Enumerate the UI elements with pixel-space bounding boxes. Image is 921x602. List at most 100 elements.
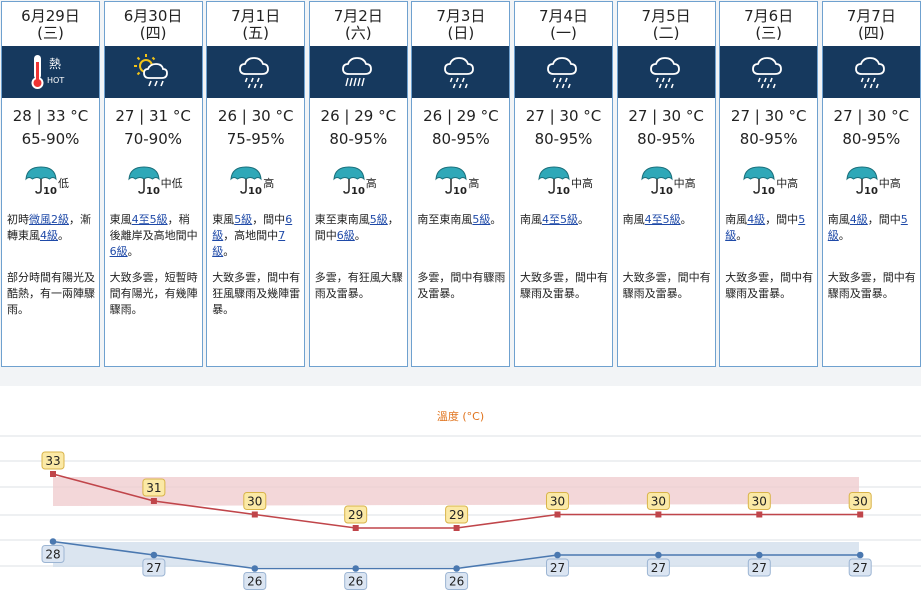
min-temp-point — [756, 551, 763, 559]
weather-icon-band — [720, 46, 818, 98]
hot-label: 熱 — [49, 57, 61, 71]
umbrella-icon: 10 — [25, 166, 57, 196]
forecast-weekday: (二) — [652, 24, 680, 42]
wind-force-link[interactable]: 5級 — [472, 213, 491, 226]
weather-icon-band — [617, 46, 715, 98]
psr-indicator: 10 中高 — [618, 165, 715, 197]
forecast-humidity: 80-95% — [534, 130, 593, 148]
forecast-wind: 南風4至5級。 — [623, 212, 713, 228]
showers-icon — [547, 57, 577, 89]
wind-force-link[interactable]: 4級 — [747, 213, 766, 226]
forecast-card: 6月29日 (三) 熱 HOT 28 | 33 °C 65-90% 10 低初時微風2級，漸轉… — [1, 1, 100, 367]
min-temp-point — [554, 551, 561, 559]
forecast-humidity: 80-95% — [637, 130, 696, 148]
psr-level: 高 — [365, 177, 377, 190]
wind-text: 。 — [680, 213, 692, 226]
max-temp-band — [53, 477, 859, 506]
forecast-description: 多雲，有狂風大驟雨及雷暴。 — [314, 271, 403, 300]
wind-force-link[interactable]: 5級 — [369, 213, 388, 226]
wind-force-link[interactable]: 4級 — [849, 213, 868, 226]
wind-force-link[interactable]: 5級 — [827, 213, 908, 242]
forecast-wind: 東至東南風5級，間中6級。 — [315, 212, 405, 244]
max-temp-label: 30 — [752, 495, 767, 509]
max-temp-label: 29 — [348, 508, 363, 522]
wind-force-link[interactable]: 6級 — [336, 229, 355, 242]
wind-text: 。 — [58, 229, 69, 242]
forecast-weekday: (五) — [242, 24, 270, 42]
wind-force-link[interactable]: 微風2級 — [29, 213, 69, 226]
wind-text: 。 — [838, 229, 850, 242]
psr-level: 中高 — [878, 177, 901, 190]
wind-text: 南風 — [827, 213, 850, 226]
forecast-date: 7月2日 — [333, 7, 383, 25]
forecast-date: 6月30日 — [123, 7, 183, 25]
max-temp-point — [352, 525, 359, 531]
wind-force-link[interactable]: 4級 — [40, 229, 58, 242]
max-temp-label-bg — [848, 492, 872, 510]
min-temp-point — [251, 565, 259, 572]
svg-text:10: 10 — [864, 186, 878, 196]
wind-force-link[interactable]: 4至5級 — [131, 213, 168, 226]
forecast-date: 7月1日 — [231, 7, 281, 25]
psr-indicator: 10 中高 — [720, 165, 817, 197]
wind-text: ，間中 — [252, 213, 286, 226]
forecast-card: 7月6日 (三) 27 | 30 °C 80-95% 10 中高 南風4級，間中5級。 大致多… — [719, 1, 819, 367]
forecast-card: 7月3日 (日) 26 | 29 °C 80-95% 10 高南至東南風5級。 多雲，間中有… — [411, 1, 511, 367]
max-temp-label-bg — [747, 492, 771, 510]
max-temp-point — [655, 511, 662, 518]
svg-text:10: 10 — [146, 186, 160, 196]
forecast-date: 7月6日 — [744, 7, 794, 25]
forecast-weekday: (四) — [857, 24, 885, 42]
min-temp-label-bg — [445, 572, 469, 590]
showers-icon — [752, 57, 783, 89]
max-temp-label-bg — [142, 478, 166, 497]
wind-text: ，稍後離岸及高地間中 — [109, 213, 198, 242]
min-temp-label-bg — [142, 558, 166, 577]
forecast-humidity: 80-95% — [842, 130, 901, 148]
forecast-wind: 初時微風2級，漸轉東風4級。 — [7, 212, 97, 244]
forecast-temperature: 27 | 30 °C — [833, 107, 910, 125]
max-temp-label: 29 — [449, 508, 464, 522]
wind-force-link[interactable]: 5級 — [725, 213, 806, 242]
forecast-card: 6月30日 (四) 27 | 31 °C 70-90% 10 中低 東風4至5級，稍後離岸及… — [103, 1, 203, 367]
psr-indicator: 10 高 — [412, 165, 509, 197]
forecast-description: 大致多雲，間中有驟雨及雷暴。 — [725, 271, 814, 300]
forecast-card: 7月1日 (五) 26 | 30 °C 75-95% 10 高東風5級，間中6級，高地間中… — [206, 1, 306, 367]
forecast-temperature: 27 | 31 °C — [115, 107, 191, 125]
psr-level: 中低 — [160, 177, 183, 190]
svg-text:10: 10 — [351, 186, 365, 196]
wind-text: 。 — [736, 229, 748, 242]
min-temp-label-bg — [41, 545, 65, 563]
wind-force-link[interactable]: 4至5級 — [542, 213, 578, 226]
wind-text: ，間中 — [765, 213, 799, 226]
wind-force-link[interactable]: 5級 — [234, 213, 253, 226]
umbrella-icon: 10 — [640, 166, 673, 196]
wind-text: 南風 — [520, 213, 542, 226]
min-temp-label-bg — [344, 572, 368, 590]
wind-force-link[interactable]: 7級 — [212, 229, 286, 258]
wind-force-link[interactable]: 6級 — [212, 213, 293, 242]
forecast-cards: 6月29日 (三) 熱 HOT 28 | 33 °C 65-90% 10 低初時微風2級，漸轉… — [1, 1, 921, 367]
max-temp-label-bg — [546, 492, 569, 510]
min-temp-label-bg — [646, 558, 670, 577]
showers-icon — [239, 57, 270, 89]
min-temp-label: 27 — [651, 561, 666, 575]
wind-text: 東風 — [109, 213, 132, 226]
min-temp-label: 27 — [853, 561, 868, 575]
wind-force-link[interactable]: 4至5級 — [644, 213, 681, 226]
wind-text: ，間中 — [867, 213, 901, 226]
temperature-chart-svg: 33 31 30 29 29 30 30 30 30 28 27 26 26 26 27 27 27 27 — [0, 435, 921, 590]
wind-text: 初時 — [7, 213, 29, 226]
heavy-rain-icon — [341, 57, 372, 87]
max-temp-point — [50, 471, 56, 477]
min-temp-label: 26 — [348, 575, 363, 589]
max-temp-point — [756, 511, 763, 518]
forecast-card: 7月5日 (二) 27 | 30 °C 80-95% 10 中高 南風4至5級。 大致多雲，間… — [616, 1, 716, 367]
wind-force-link[interactable]: 6級 — [109, 245, 128, 258]
psr-level: 低 — [58, 177, 69, 190]
max-temp-point — [150, 498, 157, 504]
forecast-date: 7月7日 — [846, 7, 896, 25]
min-temp-point — [352, 565, 360, 572]
min-temp-label: 27 — [752, 561, 767, 575]
wind-text: 。 — [578, 213, 589, 226]
